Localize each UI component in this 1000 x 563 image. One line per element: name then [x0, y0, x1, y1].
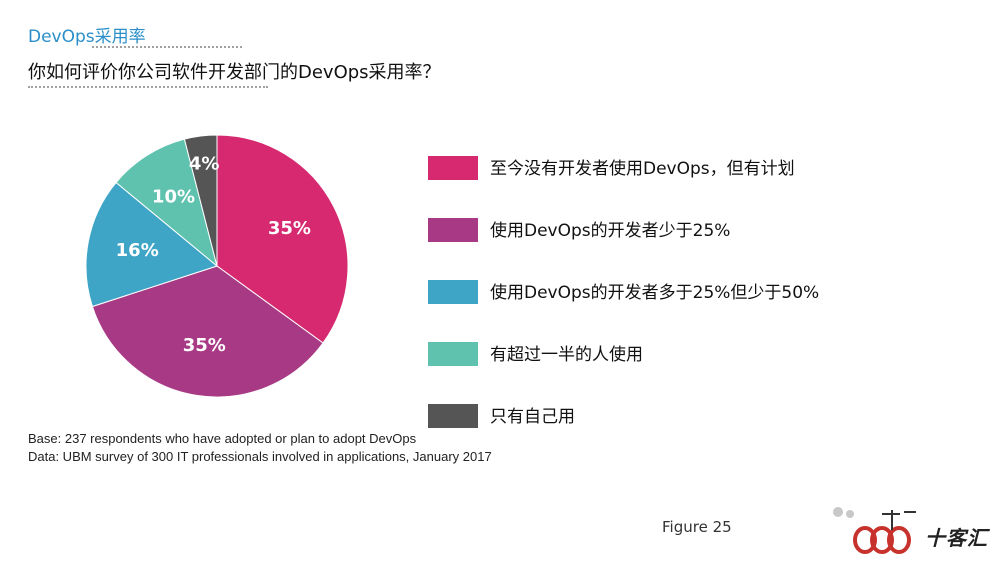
legend-label: 只有自己用	[490, 407, 575, 427]
decorative-divider	[28, 86, 268, 92]
legend-item: 只有自己用	[428, 402, 848, 428]
pie-slice	[183, 134, 218, 267]
pie-data-label: 35%	[268, 218, 311, 239]
legend-item: 使用DevOps的开发者少于25%	[428, 216, 848, 242]
pie-data-label: 16%	[116, 240, 159, 261]
pie-slices	[85, 134, 349, 398]
pie-slice	[216, 134, 349, 344]
pie-data-label: 10%	[152, 186, 195, 207]
legend-swatch	[428, 218, 478, 242]
legend-swatch	[428, 404, 478, 428]
decorative-divider	[92, 46, 242, 52]
watermark-text: 十客汇	[925, 526, 988, 550]
legend-swatch	[428, 342, 478, 366]
base-note: Base: 237 respondents who have adopted o…	[28, 431, 417, 446]
chart-legend: 至今没有开发者使用DevOps，但有计划 使用DevOps的开发者少于25% 使…	[428, 154, 848, 464]
legend-item: 有超过一半的人使用	[428, 340, 848, 366]
legend-label: 使用DevOps的开发者少于25%	[490, 221, 731, 241]
pie-slice	[85, 181, 219, 308]
legend-label: 至今没有开发者使用DevOps，但有计划	[490, 159, 795, 179]
chart-notes: Base: 237 respondents who have adopted o…	[28, 430, 492, 466]
watermark-logo-icon	[833, 507, 916, 554]
legend-swatch	[428, 280, 478, 304]
data-source-note: Data: UBM survey of 300 IT professionals…	[28, 449, 492, 464]
pie-data-label: 4%	[189, 154, 220, 175]
legend-item: 使用DevOps的开发者多于25%但少于50%	[428, 278, 848, 304]
legend-item: 至今没有开发者使用DevOps，但有计划	[428, 154, 848, 180]
pie-data-label: 35%	[183, 335, 226, 356]
pie-slice	[91, 265, 324, 398]
chart-question: 你如何评价你公司软件开发部门的DevOps采用率？	[28, 62, 441, 83]
pie-slice	[115, 138, 218, 268]
legend-swatch	[428, 156, 478, 180]
legend-label: 有超过一半的人使用	[490, 345, 643, 365]
chart-kicker: DevOps采用率	[28, 27, 146, 47]
figure-label: Figure 25	[662, 518, 732, 536]
pie-labels: 35% 35% 16% 10% 4%	[116, 154, 311, 357]
legend-label: 使用DevOps的开发者多于25%但少于50%	[490, 283, 820, 303]
